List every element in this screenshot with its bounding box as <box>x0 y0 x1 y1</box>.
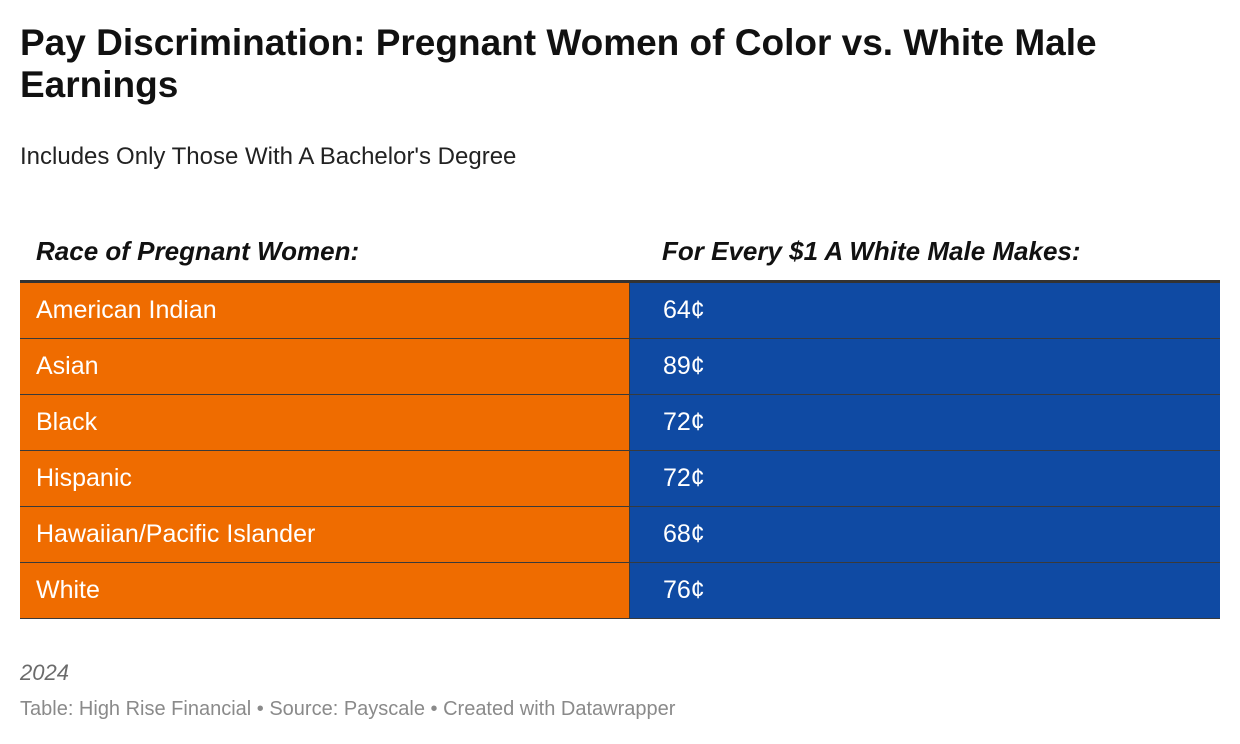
chart-subtitle: Includes Only Those With A Bachelor's De… <box>20 143 517 170</box>
race-cell: Hispanic <box>20 451 630 506</box>
table-header: Race of Pregnant Women: For Every $1 A W… <box>20 222 1220 283</box>
race-cell: American Indian <box>20 283 630 338</box>
earnings-cell: 72¢ <box>630 395 1220 450</box>
earnings-cell: 76¢ <box>630 563 1220 618</box>
table-row: White 76¢ <box>20 563 1220 619</box>
table-row: Hispanic 72¢ <box>20 451 1220 507</box>
table-row: Black 72¢ <box>20 395 1220 451</box>
data-table: Race of Pregnant Women: For Every $1 A W… <box>20 222 1220 619</box>
column-header-race: Race of Pregnant Women: <box>36 235 360 266</box>
table-row: Asian 89¢ <box>20 339 1220 395</box>
race-cell: White <box>20 563 630 618</box>
column-header-earnings: For Every $1 A White Male Makes: <box>662 235 1081 266</box>
earnings-cell: 64¢ <box>630 283 1220 338</box>
race-cell: Black <box>20 395 630 450</box>
footer-year: 2024 <box>20 660 69 685</box>
earnings-cell: 89¢ <box>630 339 1220 394</box>
earnings-cell: 72¢ <box>630 451 1220 506</box>
footer-credit: Table: High Rise Financial • Source: Pay… <box>20 698 676 720</box>
earnings-cell: 68¢ <box>630 507 1220 562</box>
table-row: American Indian 64¢ <box>20 283 1220 339</box>
race-cell: Asian <box>20 339 630 394</box>
table-row: Hawaiian/Pacific Islander 68¢ <box>20 507 1220 563</box>
race-cell: Hawaiian/Pacific Islander <box>20 507 630 562</box>
chart-title: Pay Discrimination: Pregnant Women of Co… <box>20 22 1097 105</box>
